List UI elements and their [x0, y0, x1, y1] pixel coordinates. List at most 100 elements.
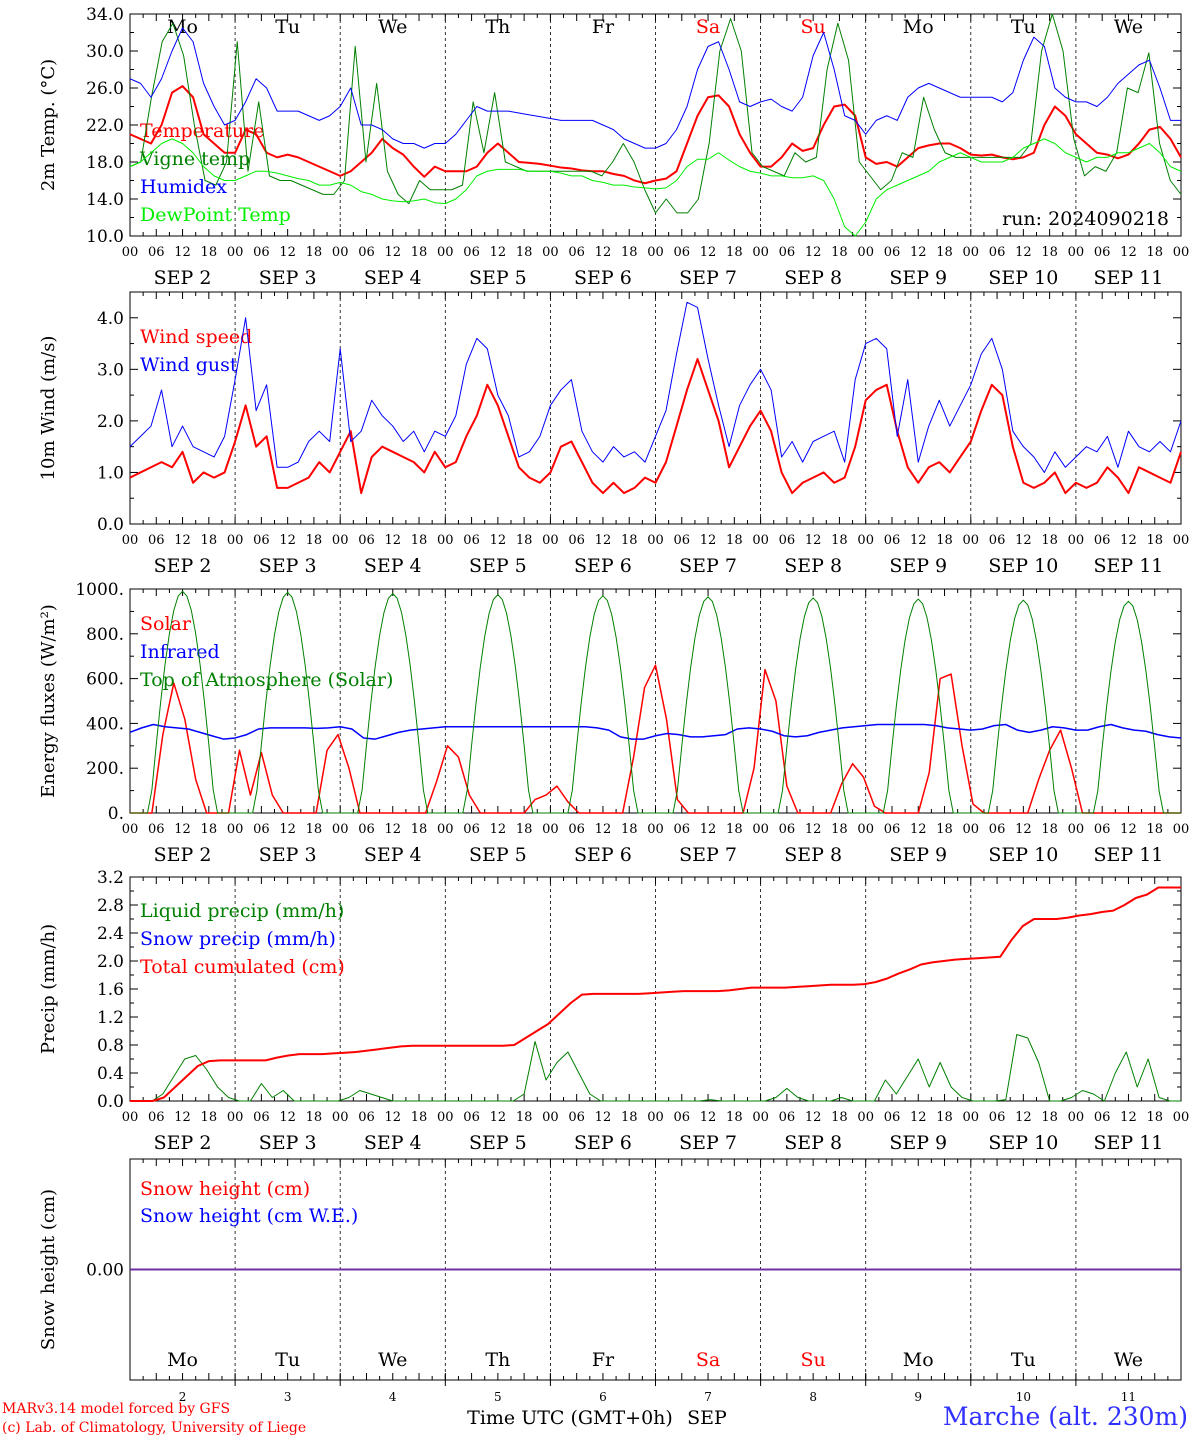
date-label: SEP 10 [988, 267, 1058, 289]
hour-tick-label: 12 [700, 822, 717, 837]
date-label: SEP 11 [1094, 844, 1164, 866]
date-label: SEP 11 [1094, 555, 1164, 577]
hour-tick-label: 06 [463, 245, 480, 260]
y-tick-label: 1.6 [97, 980, 124, 1000]
date-label: SEP 3 [259, 844, 317, 866]
panel-wind: 0.0 1.0 2.0 3.0 4.0 10m Wind (m/s) 00 06 12 18 00 0… [38, 291, 1189, 577]
hour-tick-label: 12 [910, 1110, 927, 1125]
hour-tick-label: 06 [358, 533, 375, 548]
date-label: SEP 7 [679, 555, 737, 577]
day-name-label: We [1114, 16, 1143, 38]
hour-tick-label: 00 [647, 1110, 664, 1125]
x-axis-month-label: SEP [687, 1407, 727, 1429]
hour-tick-label: 06 [358, 1110, 375, 1125]
series-line-0 [129, 358, 1182, 495]
hour-tick-label: 12 [910, 245, 927, 260]
y-tick-label: 2.0 [97, 412, 124, 432]
hour-tick-label: 18 [306, 245, 323, 260]
day-name-label: We [378, 16, 407, 38]
hour-tick-label: 18 [726, 533, 743, 548]
hour-tick-label: 06 [989, 245, 1006, 260]
x-axis-label: Time UTC (GMT+0h) [467, 1407, 673, 1429]
y-axis-label: 10m Wind (m/s) [38, 336, 59, 481]
date-label: SEP 8 [784, 844, 842, 866]
date-label: SEP 6 [574, 1132, 632, 1154]
hour-tick-label: 06 [253, 245, 270, 260]
hour-tick-label: 06 [884, 245, 901, 260]
hour-tick-label: 12 [384, 533, 401, 548]
hour-tick-label: 00 [542, 245, 559, 260]
day-name-label: Fr [592, 16, 615, 38]
hour-tick-label: 06 [253, 822, 270, 837]
y-tick-label: 26.0 [86, 79, 124, 99]
date-label: SEP 3 [259, 555, 317, 577]
series-line-toa [130, 590, 1181, 814]
day-name-label: Sa [696, 16, 720, 38]
date-label: SEP 8 [784, 267, 842, 289]
day-name-label: Th [485, 16, 510, 38]
hour-tick-label: 18 [936, 245, 953, 260]
y-tick-label: 600. [86, 670, 124, 690]
hour-tick-label: 06 [884, 1110, 901, 1125]
date-label: SEP 4 [364, 1132, 422, 1154]
hour-tick-label: 18 [936, 822, 953, 837]
hour-tick-label: 12 [1120, 533, 1137, 548]
hour-tick-label: 06 [568, 533, 585, 548]
hour-tick-label: 06 [884, 533, 901, 548]
date-label: SEP 10 [988, 1132, 1058, 1154]
hour-tick-label: 18 [201, 822, 218, 837]
hour-tick-label: 06 [568, 245, 585, 260]
hour-tick-label: 18 [621, 245, 638, 260]
hour-tick-label: 12 [805, 245, 822, 260]
day-name-label: Fr [592, 1349, 615, 1371]
hour-tick-label: 18 [306, 822, 323, 837]
hour-tick-label: 00 [1173, 245, 1190, 260]
date-label: SEP 11 [1094, 267, 1164, 289]
series-line-0 [129, 85, 1182, 185]
hour-tick-label: 18 [516, 822, 533, 837]
hour-tick-label: 18 [1146, 533, 1163, 548]
legend-entry: DewPoint Temp [140, 204, 291, 226]
legend-entry: Liquid precip (mm/h) [140, 900, 344, 922]
hour-tick-label: 18 [831, 1110, 848, 1125]
hour-tick-label: 12 [595, 245, 612, 260]
hour-tick-label: 18 [306, 1110, 323, 1125]
hour-tick-label: 00 [227, 822, 244, 837]
date-label: SEP 4 [364, 267, 422, 289]
day-name-label: Su [801, 16, 826, 38]
day-date-label: 5 [494, 1390, 502, 1404]
day-date-label: 4 [389, 1390, 397, 1404]
hour-tick-label: 06 [1094, 822, 1111, 837]
legend-entry: Wind speed [140, 326, 252, 348]
date-label: SEP 4 [364, 844, 422, 866]
hour-tick-label: 00 [752, 245, 769, 260]
hour-tick-label: 18 [1041, 245, 1058, 260]
y-tick-label: 18.0 [86, 153, 124, 173]
date-label: SEP 7 [679, 844, 737, 866]
legend-entry: Humidex [140, 176, 227, 198]
hour-tick-label: 12 [1015, 822, 1032, 837]
hour-tick-label: 06 [1094, 1110, 1111, 1125]
hour-tick-label: 12 [595, 533, 612, 548]
hour-tick-label: 00 [437, 245, 454, 260]
hour-tick-label: 00 [647, 533, 664, 548]
date-label: SEP 10 [988, 844, 1058, 866]
hour-tick-label: 06 [1094, 533, 1111, 548]
hour-tick-label: 12 [279, 1110, 296, 1125]
hour-tick-label: 06 [253, 1110, 270, 1125]
date-label: SEP 2 [154, 844, 212, 866]
credit-line-1: MARv3.14 model forced by GFS [2, 1401, 231, 1417]
y-tick-label: 0.0 [97, 1092, 124, 1112]
y-tick-label: 0.8 [97, 1036, 124, 1056]
plot-frame [129, 588, 1182, 814]
hour-tick-label: 00 [122, 245, 139, 260]
hour-tick-label: 00 [963, 1110, 980, 1125]
hour-tick-label: 18 [1041, 822, 1058, 837]
y-tick-label: 1.0 [97, 463, 124, 483]
y-axis-label: Snow height (cm) [38, 1189, 59, 1350]
day-name-label: Tu [1011, 16, 1036, 38]
hour-tick-label: 12 [1120, 822, 1137, 837]
y-axis-label: Precip (mm/h) [38, 924, 59, 1054]
date-label: SEP 7 [679, 1132, 737, 1154]
hour-tick-label: 00 [122, 822, 139, 837]
